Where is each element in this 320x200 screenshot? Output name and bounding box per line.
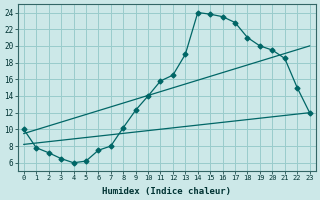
X-axis label: Humidex (Indice chaleur): Humidex (Indice chaleur) bbox=[102, 187, 231, 196]
